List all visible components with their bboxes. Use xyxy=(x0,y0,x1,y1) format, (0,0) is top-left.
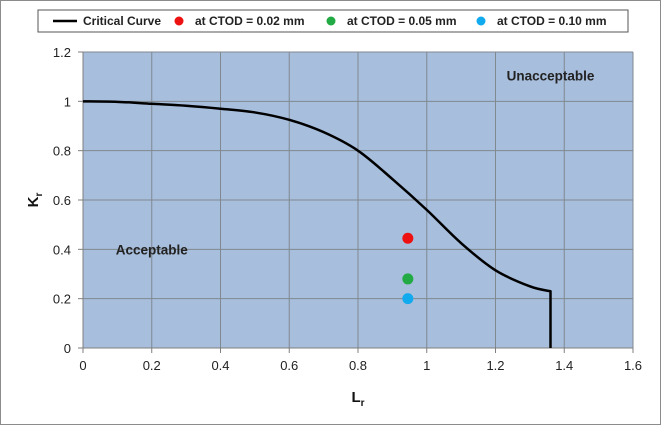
x-tick-label: 1.6 xyxy=(624,358,642,373)
y-tick-label: 0.8 xyxy=(53,144,71,159)
data-point xyxy=(402,232,414,244)
x-tick-label: 0.8 xyxy=(349,358,367,373)
legend-label: at CTOD = 0.10 mm xyxy=(497,14,607,28)
annotation-acceptable: Acceptable xyxy=(116,242,189,257)
y-axis-title: Kr xyxy=(25,193,45,208)
legend-marker xyxy=(174,16,184,26)
annotation-unacceptable: Unacceptable xyxy=(507,68,595,83)
x-tick-label: 1.4 xyxy=(555,358,573,373)
legend-marker xyxy=(326,16,336,26)
legend-label: at CTOD = 0.05 mm xyxy=(347,14,457,28)
legend-marker xyxy=(476,16,486,26)
x-tick-label: 0.2 xyxy=(143,358,161,373)
y-tick-label: 0 xyxy=(64,341,71,356)
plot-layer: 0 0.2 0.4 0.6 0.8 1 1.2 1.4 1.6 0 0.2 0.4 0.6 0.8 1 1.2… xyxy=(53,45,642,373)
x-tick-label: 1 xyxy=(423,358,430,373)
data-point xyxy=(402,273,414,285)
y-tick-label: 1.2 xyxy=(53,45,71,60)
x-tick-label: 0.4 xyxy=(211,358,229,373)
critical-curve-line xyxy=(82,100,552,348)
y-tick-label: 0.2 xyxy=(53,292,71,307)
legend: Critical Curve at CTOD = 0.02 mm at CTOD =… xyxy=(37,9,629,33)
y-tick-label: 0.6 xyxy=(53,193,71,208)
data-point xyxy=(402,293,414,305)
legend-label: at CTOD = 0.02 mm xyxy=(195,14,305,28)
legend-label: Critical Curve xyxy=(83,14,161,28)
y-tick-label: 1 xyxy=(64,94,71,109)
x-tick-label: 0 xyxy=(79,358,86,373)
x-axis-title: Lr xyxy=(351,389,364,409)
y-tick-label: 0.4 xyxy=(53,242,71,257)
x-tick-label: 0.6 xyxy=(280,358,298,373)
x-tick-label: 1.2 xyxy=(486,358,504,373)
